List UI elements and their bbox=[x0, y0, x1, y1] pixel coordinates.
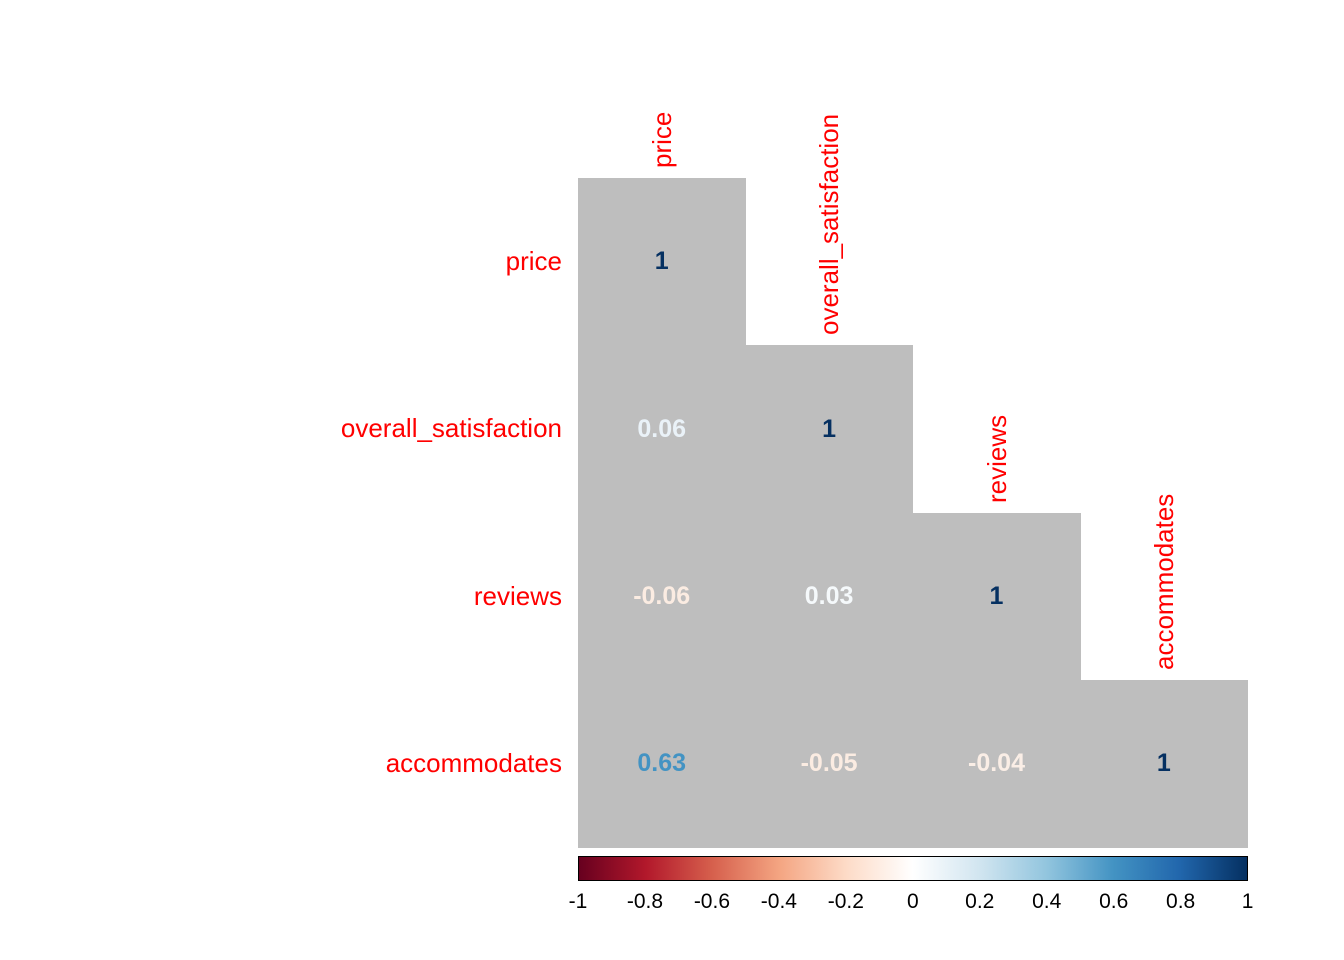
matrix-cell bbox=[745, 512, 914, 681]
row-label: accommodates bbox=[385, 748, 562, 779]
colorbar-tick-label: 1 bbox=[1241, 890, 1254, 913]
matrix-cell bbox=[578, 345, 746, 514]
colorbar-tick-label: 0.6 bbox=[1099, 890, 1129, 913]
matrix-cell bbox=[578, 512, 746, 681]
colorbar-tick-label: 0.4 bbox=[1032, 890, 1062, 913]
matrix-cell bbox=[912, 512, 1081, 681]
matrix-cell bbox=[1080, 680, 1249, 849]
colorbar-tick-label: 0.8 bbox=[1166, 890, 1196, 913]
row-label: price bbox=[505, 246, 562, 276]
matrix-cell bbox=[912, 680, 1081, 849]
row-label: overall_satisfaction bbox=[340, 413, 562, 444]
matrix-cell bbox=[578, 178, 746, 346]
matrix-cell bbox=[578, 680, 746, 849]
colorbar-tick-label: -0.4 bbox=[760, 890, 797, 913]
column-label: reviews bbox=[981, 414, 1012, 503]
column-label: accommodates bbox=[1148, 493, 1179, 671]
colorbar-tick-label: -1 bbox=[568, 890, 588, 913]
matrix-cell bbox=[745, 345, 914, 514]
matrix-cell bbox=[745, 680, 914, 849]
colorbar-tick-label: -0.6 bbox=[693, 890, 730, 913]
colorbar-tick-label: 0.2 bbox=[965, 890, 995, 913]
column-label: price bbox=[646, 111, 677, 168]
colorbar-tick-label: -0.8 bbox=[626, 890, 664, 913]
colorbar bbox=[578, 856, 1248, 881]
colorbar-tick-label: 0 bbox=[906, 890, 919, 913]
row-label: reviews bbox=[473, 580, 562, 611]
column-label: overall_satisfaction bbox=[814, 114, 845, 336]
colorbar-tick-label: -0.2 bbox=[827, 890, 864, 913]
